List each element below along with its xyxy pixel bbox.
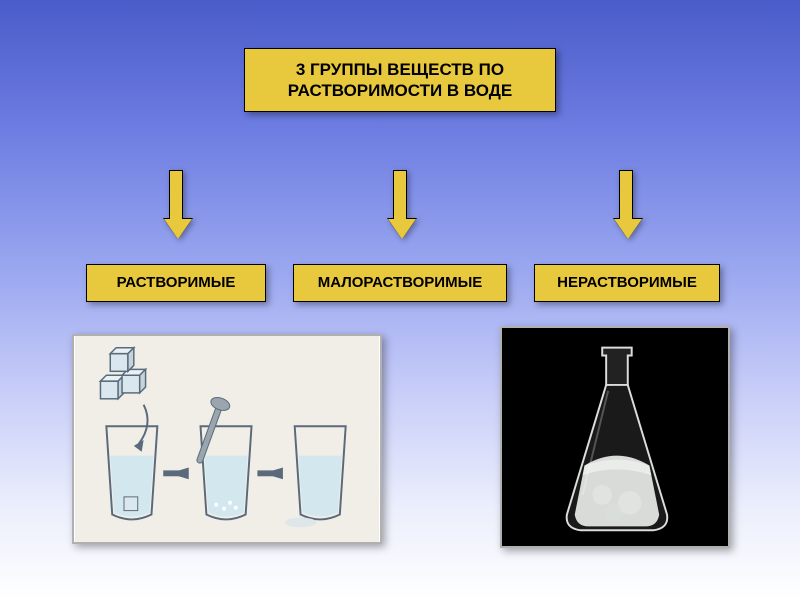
category-slightly-soluble-label: МАЛОРАСТВОРИМЫЕ [318,274,483,293]
category-slightly-soluble: МАЛОРАСТВОРИМЫЕ [293,264,507,302]
illustration-insoluble [500,326,730,548]
arrow-down-3 [614,170,638,239]
arrow-down-1 [164,170,188,239]
category-insoluble: НЕРАСТВОРИМЫЕ [534,264,720,302]
category-soluble-label: РАСТВОРИМЫЕ [117,274,236,293]
arrow-down-2 [388,170,412,239]
title-text: 3 ГРУППЫ ВЕЩЕСТВ ПОРАСТВОРИМОСТИ В ВОДЕ [288,59,512,102]
insoluble-svg [502,328,728,546]
category-soluble: РАСТВОРИМЫЕ [86,264,266,302]
soluble-svg [74,336,380,542]
category-insoluble-label: НЕРАСТВОРИМЫЕ [557,274,697,293]
title-box: 3 ГРУППЫ ВЕЩЕСТВ ПОРАСТВОРИМОСТИ В ВОДЕ [244,48,556,112]
slide-canvas: 3 ГРУППЫ ВЕЩЕСТВ ПОРАСТВОРИМОСТИ В ВОДЕ … [0,0,800,600]
illustration-soluble [72,334,382,544]
